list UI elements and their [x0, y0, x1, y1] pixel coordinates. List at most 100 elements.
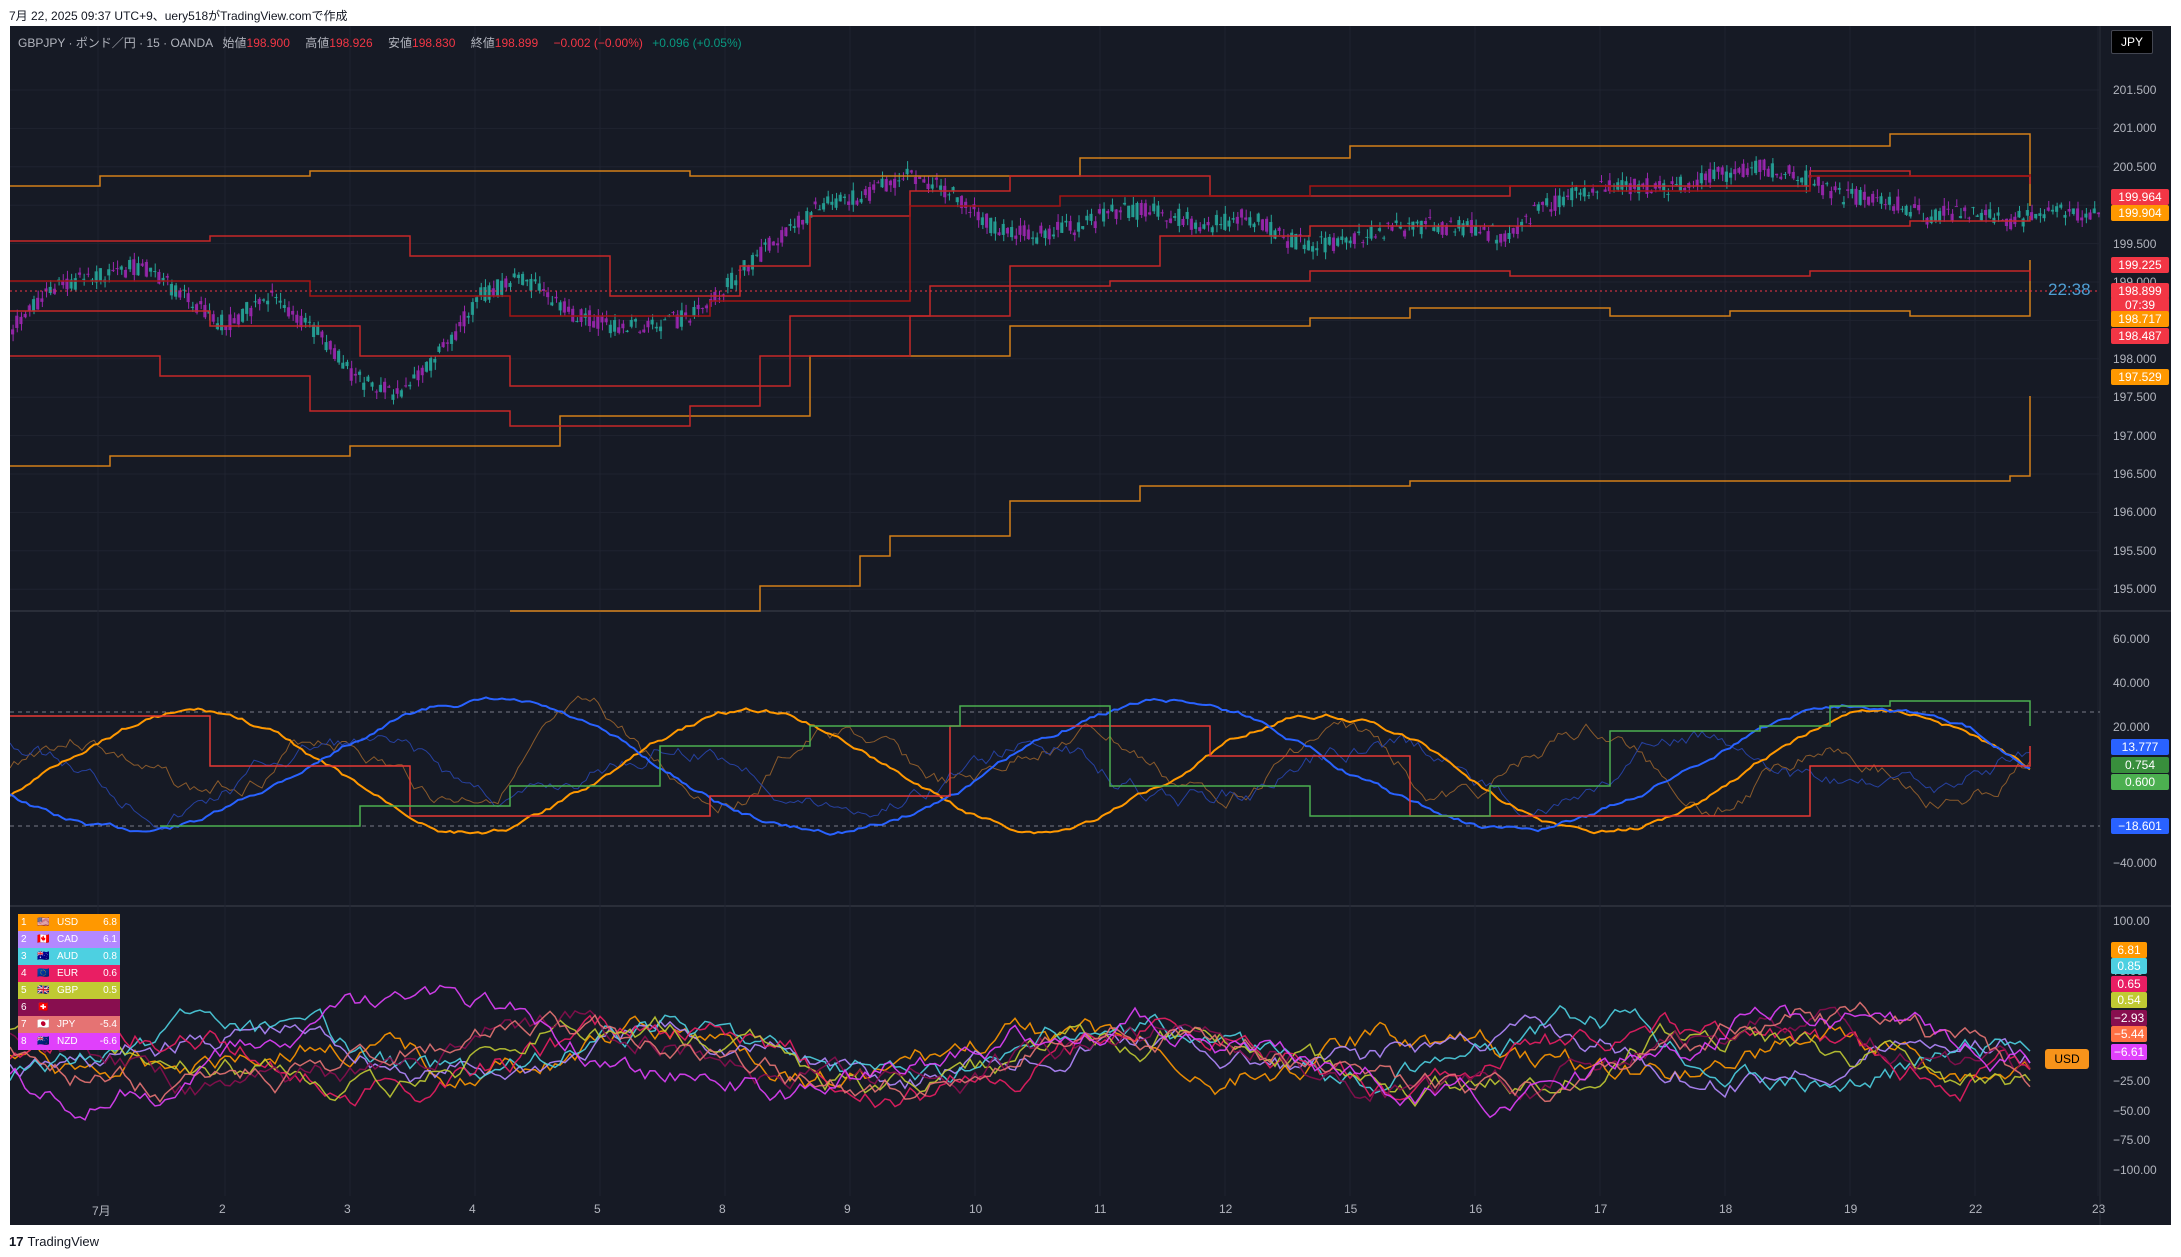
price-label: 199.904 [2111, 205, 2169, 221]
change2-value: +0.096 (+0.05%) [652, 36, 742, 50]
candle-body [337, 350, 341, 363]
candle-body [1557, 195, 1561, 208]
candle-body [546, 292, 550, 298]
candle-body [1641, 183, 1645, 187]
currency-code: EUR [57, 968, 79, 979]
upper-band-line [10, 170, 2031, 297]
candle-body [1265, 218, 1269, 232]
candle-body [1896, 196, 1900, 211]
candle-body [1800, 177, 1804, 183]
close-value: 198.899 [494, 36, 539, 50]
candle-body [1068, 221, 1072, 231]
candle-body [194, 304, 199, 313]
candle-body [1248, 217, 1252, 226]
currency-button[interactable]: JPY [2111, 30, 2153, 54]
candle-body [278, 300, 282, 303]
candle-body [136, 263, 140, 276]
candle-body [345, 361, 349, 367]
candle-body [1390, 225, 1394, 231]
candle-body [1524, 215, 1528, 217]
lower-envelope-line-2 [510, 396, 2031, 612]
candle-body [1294, 233, 1298, 250]
candle-body [353, 373, 357, 376]
candle-body [1695, 179, 1699, 186]
candle-body [328, 341, 332, 350]
candle-body [1269, 222, 1273, 237]
candle-body [399, 390, 403, 397]
symbol-name[interactable]: GBPJPY · ポンド／円 · 15 · OANDA [18, 36, 214, 50]
time-axis-label: 8 [719, 1202, 726, 1216]
cs-label: 0.65 [2111, 976, 2147, 992]
open-value: 198.900 [246, 36, 290, 50]
cs-line-eur [10, 1011, 2031, 1109]
currency-code: AUD [57, 951, 79, 962]
change-value: −0.002 (−0.00%) [553, 36, 643, 50]
candle-body [1256, 213, 1260, 222]
flag-icon: 🇯🇵 [37, 1019, 50, 1030]
candle-body [1883, 204, 1887, 206]
time-axis-label: 3 [344, 1202, 351, 1216]
candle-body [27, 305, 31, 312]
idx: 2 [21, 934, 27, 945]
candle-body [1804, 170, 1808, 186]
candle-body [228, 314, 232, 331]
candle-body [1950, 213, 1954, 221]
candle-body [796, 215, 801, 228]
candle-body [1499, 233, 1503, 243]
candle-body [1298, 234, 1302, 236]
candle-body [1988, 209, 1992, 218]
candle-body [69, 279, 73, 289]
candle-body [274, 296, 278, 299]
candle-body [378, 384, 383, 392]
cs-row: 3 🇦🇺 AUD 0.8 [18, 948, 120, 965]
time-axis-label: 15 [1344, 1202, 1358, 1216]
candle-body [755, 254, 759, 256]
candle-body [562, 301, 566, 313]
candle-body [1181, 218, 1185, 226]
candle-body [40, 298, 44, 302]
candle-body [834, 198, 838, 208]
cs-row: 7 🇯🇵 JPY -5.4 [18, 1016, 120, 1033]
cs-axis-label: −25.00 [2113, 1074, 2151, 1088]
candle-body [1189, 218, 1193, 230]
candle-body [788, 224, 792, 226]
osc-label: 0.600 [2111, 774, 2169, 790]
cs-axis-label: −75.00 [2113, 1133, 2151, 1147]
tradingview-logo[interactable]: 17 TradingView [9, 1234, 99, 1249]
idx: 8 [21, 1036, 27, 1047]
candle-body [1152, 203, 1156, 212]
candle-body [1076, 222, 1081, 232]
candle-body [1733, 169, 1737, 175]
candle-body [1022, 225, 1026, 237]
candle-body [550, 302, 554, 306]
candle-body [1377, 228, 1382, 231]
time-axis-label: 7月 [92, 1204, 111, 1218]
candle-body [612, 320, 617, 332]
strength-value: 0.8 [103, 951, 117, 962]
candle-body [1336, 238, 1340, 246]
candle-body [1816, 176, 1820, 186]
candle-body [387, 386, 391, 388]
chart-canvas[interactable] [10, 26, 2171, 1225]
candle-body [2055, 206, 2059, 212]
flag-icon: 🇳🇿 [37, 1036, 50, 1047]
candle-body [320, 331, 324, 338]
time-axis-label: 17 [1594, 1202, 1608, 1216]
snapshot-caption: 7月 22, 2025 09:37 UTC+9、uery518がTradingV… [9, 9, 348, 23]
candle-body [132, 259, 136, 276]
candle-body [483, 287, 487, 301]
candle-body [1716, 166, 1720, 172]
candle-body [349, 368, 353, 381]
idx: 6 [21, 1002, 27, 1013]
chart-area[interactable]: GBPJPY · ポンド／円 · 15 · OANDA 始値198.900 高値… [10, 26, 2171, 1225]
flag-icon: 🇪🇺 [37, 968, 50, 979]
candle-body [324, 342, 328, 351]
candle-body [1574, 187, 1578, 191]
time-axis-label: 18 [1719, 1202, 1733, 1216]
candle-body [980, 217, 984, 226]
candle-body [725, 277, 729, 288]
candle-body [265, 300, 270, 305]
candle-body [1783, 173, 1787, 175]
candle-body [964, 201, 968, 208]
candle-body [1319, 236, 1323, 238]
